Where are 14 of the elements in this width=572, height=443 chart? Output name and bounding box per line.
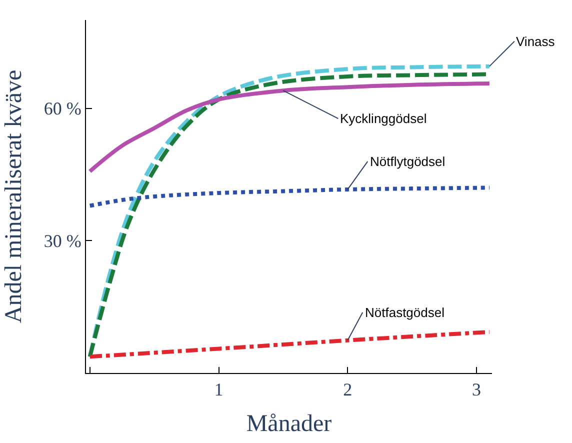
line-series [88, 330, 492, 359]
y-tick-label: 60 % [44, 98, 82, 119]
series-label: Nötfastgödsel [365, 305, 445, 320]
x-tick-label: 1 [214, 380, 224, 400]
line-series [88, 186, 492, 208]
x-tick-label: 3 [472, 380, 482, 400]
y-tick-label: 30 % [44, 230, 82, 251]
x-axis-title: Månader [246, 410, 332, 437]
line-series [88, 82, 492, 174]
text: Vinass [516, 34, 556, 49]
x-tick-label: 2 [343, 380, 352, 400]
y-axis-title: Andel mineraliserat kväve [1, 70, 27, 324]
series-label: Nötflytgödsel [370, 154, 446, 169]
series-label: Kycklinggödsel [340, 111, 427, 126]
